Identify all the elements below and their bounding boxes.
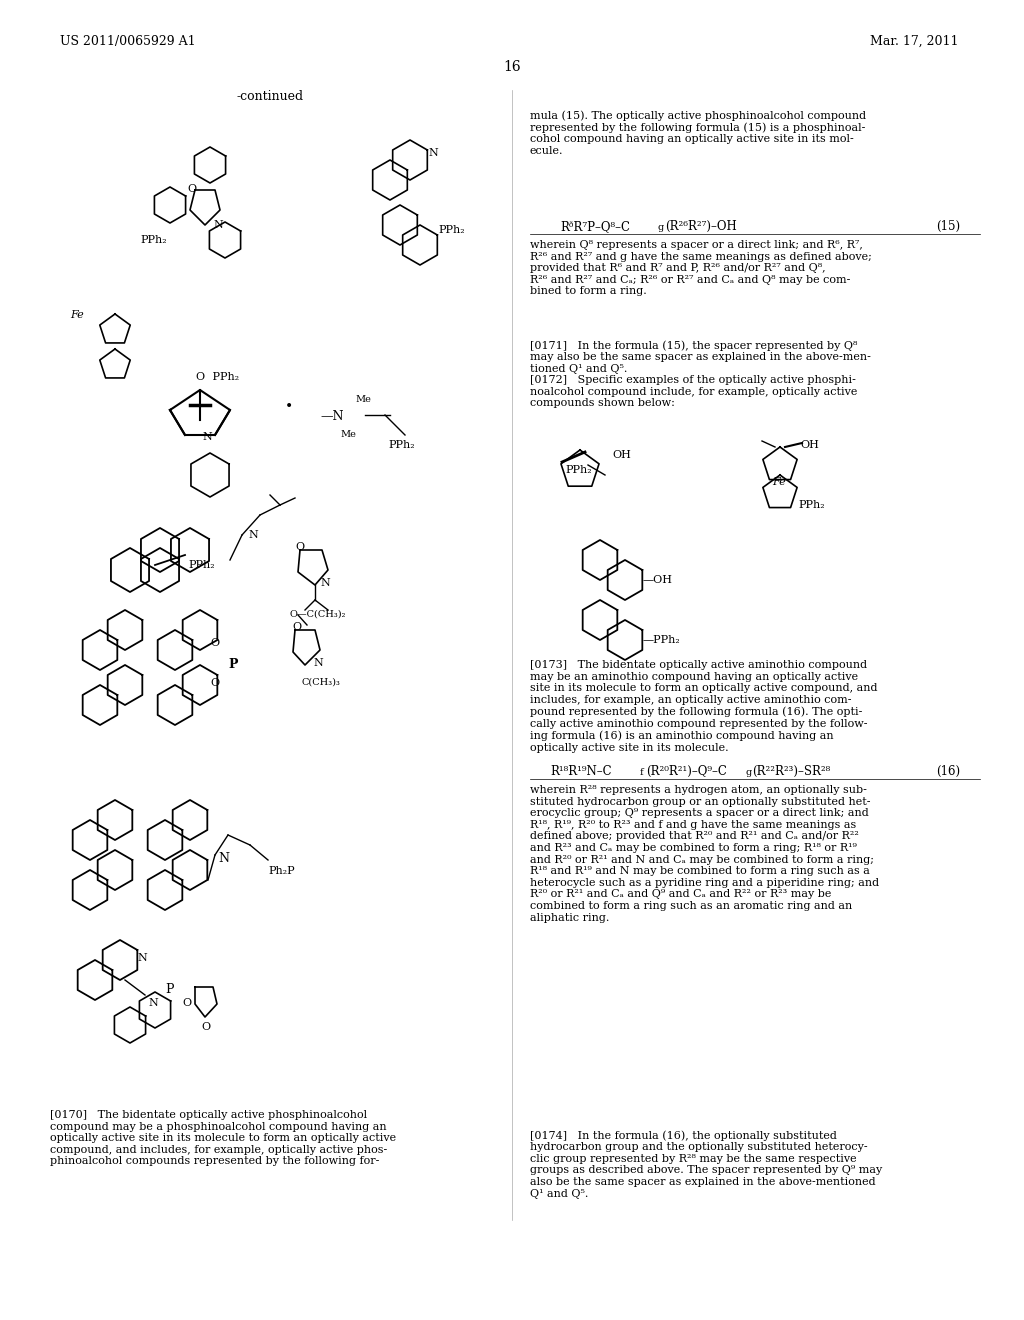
Text: O—C(CH₃)₂: O—C(CH₃)₂ (290, 610, 346, 619)
Text: O: O (292, 622, 301, 632)
Text: [0173]   The bidentate optically active aminothio compound
may be an aminothio c: [0173] The bidentate optically active am… (530, 660, 878, 752)
Text: g: g (745, 768, 752, 777)
Text: 16: 16 (503, 59, 521, 74)
Text: PPh₂: PPh₂ (140, 235, 167, 246)
Text: O: O (182, 998, 191, 1008)
Text: PPh₂: PPh₂ (438, 224, 465, 235)
Text: Fe: Fe (772, 477, 785, 487)
Text: —OH: —OH (643, 576, 673, 585)
Text: PPh₂: PPh₂ (202, 372, 240, 381)
Text: N: N (248, 531, 258, 540)
Text: O: O (195, 372, 204, 381)
Text: (R²²R²³)–SR²⁸: (R²²R²³)–SR²⁸ (752, 766, 830, 777)
Text: mula (15). The optically active phosphinoalcohol compound
represented by the fol: mula (15). The optically active phosphin… (530, 110, 866, 156)
Text: (15): (15) (936, 220, 961, 234)
Text: Fe: Fe (70, 310, 84, 319)
Text: [0171]   In the formula (15), the spacer represented by Q⁸
may also be the same : [0171] In the formula (15), the spacer r… (530, 341, 870, 374)
Text: O: O (201, 1022, 210, 1032)
Text: (R²⁶R²⁷)–OH: (R²⁶R²⁷)–OH (665, 220, 736, 234)
Text: g: g (658, 223, 665, 232)
Text: —N: —N (319, 411, 343, 422)
Text: OH: OH (800, 440, 819, 450)
Text: [0172]   Specific examples of the optically active phosphi-
noalcohol compound i: [0172] Specific examples of the opticall… (530, 375, 857, 408)
Text: C(CH₃)₃: C(CH₃)₃ (302, 678, 341, 686)
Text: OH: OH (612, 450, 631, 459)
Text: N: N (218, 851, 229, 865)
Text: •: • (285, 400, 293, 414)
Text: O: O (210, 678, 219, 688)
Text: P: P (228, 657, 238, 671)
Text: N: N (213, 220, 223, 230)
Text: PPh₂: PPh₂ (565, 465, 592, 475)
Text: P: P (165, 983, 173, 997)
Text: O: O (187, 183, 197, 194)
Text: wherein Q⁸ represents a spacer or a direct link; and R⁶, R⁷,
R²⁶ and R²⁷ and g h: wherein Q⁸ represents a spacer or a dire… (530, 240, 871, 297)
Text: Me: Me (340, 430, 356, 440)
Text: RᶞR⁷P–Q⁸–C: RᶞR⁷P–Q⁸–C (560, 220, 630, 234)
Text: N: N (319, 578, 330, 587)
Text: N: N (148, 998, 158, 1008)
Text: N: N (428, 148, 437, 158)
Text: f: f (640, 768, 644, 777)
Text: wherein R²⁸ represents a hydrogen atom, an optionally sub-
stituted hydrocarbon : wherein R²⁸ represents a hydrogen atom, … (530, 785, 880, 923)
Text: Me: Me (355, 395, 371, 404)
Text: PPh₂: PPh₂ (388, 440, 415, 450)
Text: (16): (16) (936, 766, 961, 777)
Text: [0170]   The bidentate optically active phosphinoalcohol
compound may be a phosp: [0170] The bidentate optically active ph… (50, 1110, 396, 1167)
Text: [0174]   In the formula (16), the optionally substituted
hydrocarbon group and t: [0174] In the formula (16), the optional… (530, 1130, 883, 1199)
Text: N: N (137, 953, 146, 964)
Text: —PPh₂: —PPh₂ (643, 635, 681, 645)
Text: N: N (313, 657, 323, 668)
Text: R¹⁸R¹⁹N–C: R¹⁸R¹⁹N–C (550, 766, 611, 777)
Text: PPh₂: PPh₂ (188, 560, 215, 570)
Text: US 2011/0065929 A1: US 2011/0065929 A1 (60, 36, 196, 48)
Text: (R²⁰R²¹)–Q⁹–C: (R²⁰R²¹)–Q⁹–C (646, 766, 727, 777)
Text: PPh₂: PPh₂ (798, 500, 824, 510)
Text: N: N (202, 432, 212, 442)
Text: Ph₂P: Ph₂P (268, 866, 295, 876)
Text: Mar. 17, 2011: Mar. 17, 2011 (870, 36, 958, 48)
Text: O: O (295, 543, 304, 552)
Text: -continued: -continued (237, 90, 303, 103)
Text: O: O (210, 638, 219, 648)
